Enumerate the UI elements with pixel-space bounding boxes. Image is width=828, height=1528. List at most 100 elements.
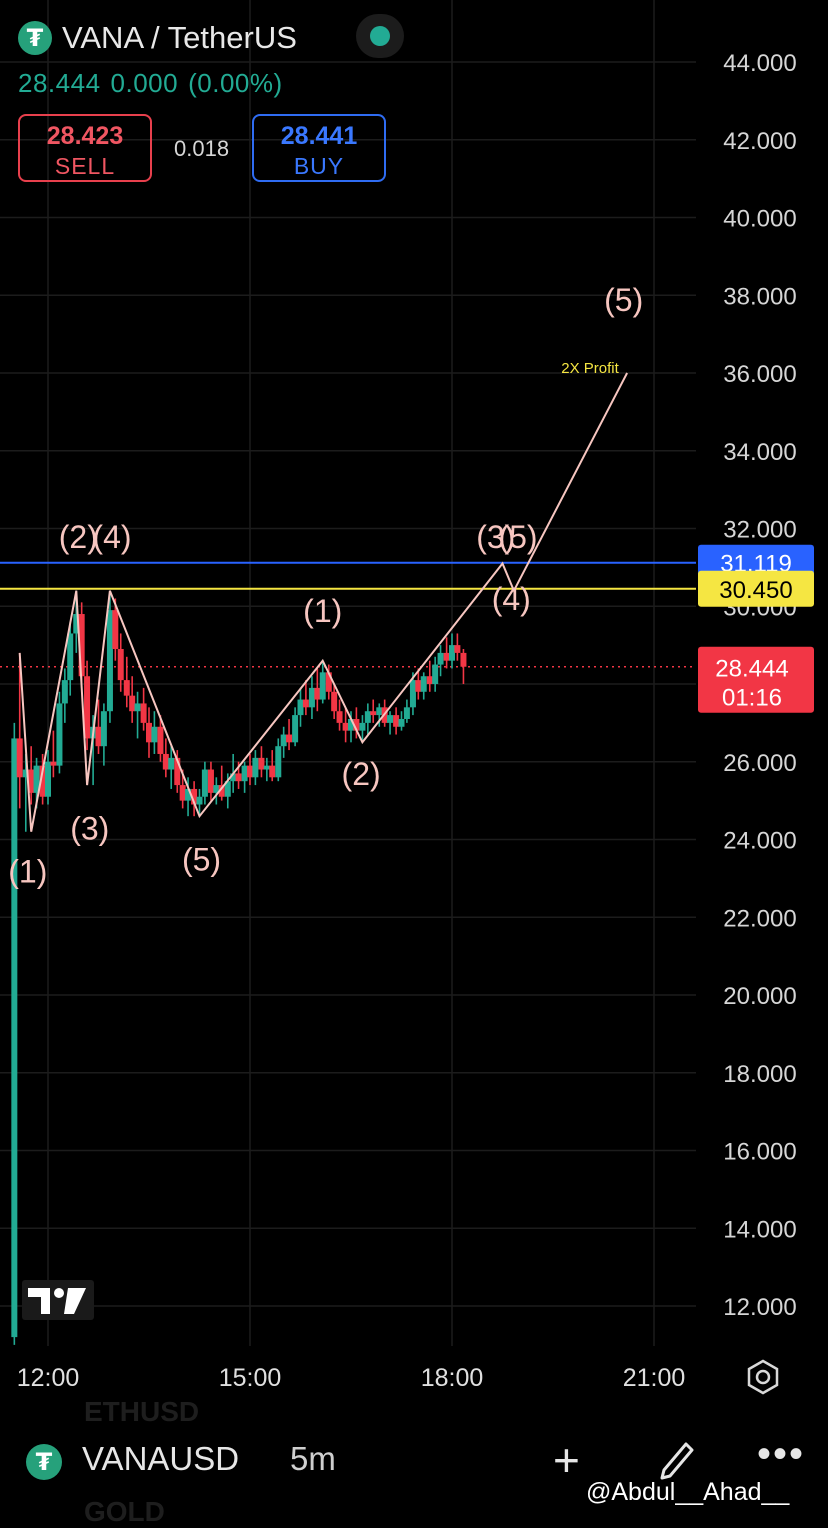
candle-body (95, 726, 102, 747)
candle-body (460, 652, 467, 667)
current-price-label: 28.444 (715, 656, 788, 683)
candle-body (106, 610, 113, 712)
candle-body (112, 610, 119, 650)
candle-body (280, 734, 287, 747)
candle-body (191, 788, 198, 805)
wave-label: (4) (492, 581, 531, 617)
y-tick-label: 20.000 (723, 983, 796, 1010)
chart-settings-icon[interactable] (744, 1358, 782, 1396)
y-tick-label: 26.000 (723, 750, 796, 777)
candle-body (302, 699, 309, 708)
price-change-percent: (0.00%) (188, 68, 283, 98)
wave-label: 2X Profit (561, 360, 619, 377)
sell-label: SELL (54, 153, 116, 179)
candle-body (241, 765, 248, 782)
candle-body (33, 765, 40, 793)
candle-body (247, 765, 253, 778)
candle-body (196, 796, 203, 805)
candle-body (342, 722, 349, 731)
candle-body (146, 722, 152, 743)
candle-body (275, 746, 282, 778)
level-price-label: 30.450 (719, 577, 792, 604)
y-tick-label: 44.000 (723, 50, 796, 77)
candle-body (134, 703, 141, 712)
candle-body (387, 715, 394, 723)
timeframe-selector[interactable]: 5m (290, 1440, 336, 1477)
y-tick-label: 12.000 (723, 1294, 796, 1321)
buy-button[interactable]: 28.441 BUY (252, 114, 386, 182)
candle-body (292, 715, 299, 743)
candle-body (420, 676, 427, 692)
drawing-pen-icon[interactable] (654, 1436, 700, 1482)
x-tick-label: 18:00 (421, 1364, 484, 1392)
tether-coin-icon (26, 1444, 62, 1480)
buy-label: BUY (293, 153, 345, 179)
candle-body (331, 691, 338, 712)
wave-label: (5) (604, 282, 643, 318)
candle-body (297, 699, 304, 716)
candle-body (50, 761, 57, 766)
candle-body (454, 645, 461, 653)
symbol-header[interactable]: VANA / TetherUS (18, 16, 297, 60)
y-tick-label: 38.000 (723, 283, 796, 310)
candle-body (185, 788, 192, 801)
more-options-icon[interactable]: ••• (757, 1432, 806, 1476)
candle-body (129, 695, 136, 712)
price-chart[interactable]: 12.000 14.000 16.000 18.000 20.000 22.000 24.0… (0, 0, 828, 1406)
y-tick-label: 32.000 (723, 517, 796, 544)
tradingview-logo-icon (22, 1280, 94, 1320)
candle-body (314, 687, 321, 700)
candle-body (123, 680, 130, 696)
x-tick-label: 12:00 (17, 1364, 80, 1392)
wave-label: (1) (303, 593, 342, 629)
symbol-selector[interactable]: VANAUSD (82, 1440, 240, 1477)
candle-body (61, 680, 68, 704)
y-tick-label: 40.000 (723, 206, 796, 233)
ghost-symbol-below: GOLD (84, 1496, 165, 1527)
wave-label: (1) (8, 853, 47, 889)
level-price-tag (698, 570, 814, 607)
wave-label: (3) (476, 519, 515, 555)
candle-body (409, 680, 416, 708)
candle-body (218, 785, 225, 797)
candle-body (213, 785, 220, 793)
candle-body (398, 718, 405, 727)
candle-body (179, 785, 186, 801)
wave-label: (5) (182, 842, 221, 878)
candle-body (269, 765, 276, 778)
candle-body (235, 773, 242, 782)
candle-body (376, 707, 383, 716)
countdown-label: 01:16 (722, 685, 782, 712)
candle-body (157, 726, 164, 754)
y-tick-label: 24.000 (723, 828, 796, 855)
sell-button[interactable]: 28.423 SELL (18, 114, 152, 182)
wave-label: (2) (59, 519, 98, 555)
y-tick-label: 34.000 (723, 439, 796, 466)
buy-price: 28.441 (280, 122, 358, 150)
candle-body (415, 680, 422, 692)
candle-body (336, 711, 343, 723)
candle-body (359, 722, 366, 731)
current-price-tag (698, 646, 814, 713)
market-status-icon[interactable] (356, 14, 404, 58)
candle-body (117, 649, 124, 681)
watermark: @Abdul__Ahad__ (586, 1478, 790, 1506)
candle-body (73, 614, 80, 634)
candle-body (100, 711, 107, 747)
candle-body (443, 652, 450, 661)
candle-body (84, 676, 91, 739)
candle-body (258, 757, 265, 770)
candle-body (449, 645, 455, 661)
candle-body (325, 672, 332, 692)
last-price: 28.444 (18, 68, 101, 98)
candle-body (174, 757, 181, 786)
candle-body (252, 757, 259, 778)
add-icon[interactable]: + (553, 1434, 580, 1486)
candle-body (348, 718, 354, 731)
wave-label: (4) (92, 519, 131, 555)
y-tick-label: 14.000 (723, 1216, 796, 1243)
candle-body (56, 703, 63, 766)
candle-body (426, 676, 433, 684)
candle-body (432, 664, 439, 684)
quote-line: 28.444 0.000 (0.00%) (18, 68, 293, 99)
